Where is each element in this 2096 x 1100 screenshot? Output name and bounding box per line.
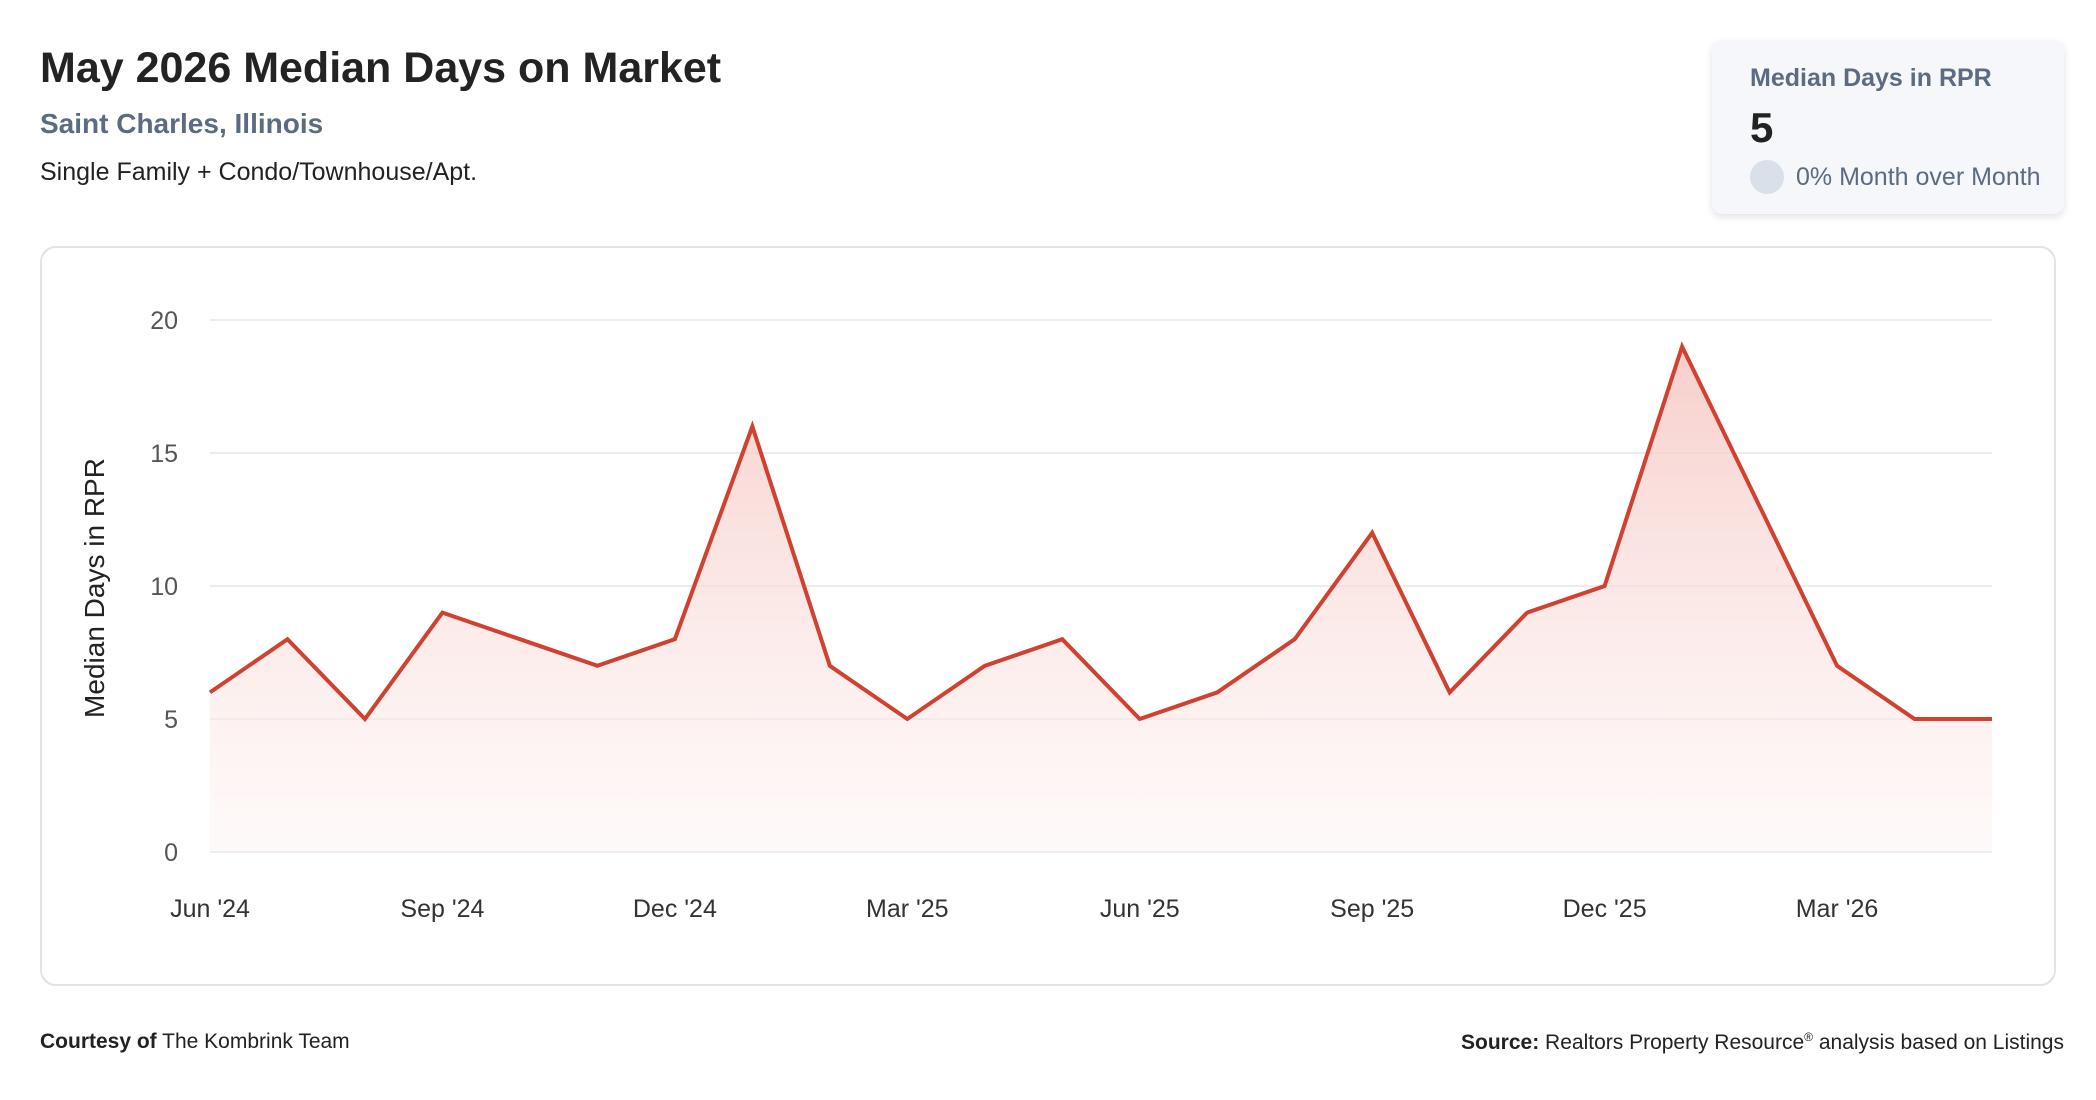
data-point — [1524, 610, 1530, 616]
data-point — [1757, 503, 1763, 509]
data-point — [1679, 344, 1685, 350]
source-text-tail: analysis based on Listings — [1813, 1031, 2064, 1054]
data-point — [1369, 530, 1375, 536]
data-point — [827, 663, 833, 669]
data-point — [439, 610, 445, 616]
page-title: May 2026 Median Days on Market — [40, 44, 722, 92]
change-text: 0% Month over Month — [1796, 162, 2041, 191]
data-point — [749, 423, 755, 429]
neutral-change-icon — [1750, 160, 1784, 194]
courtesy-name: The Kombrink Team — [162, 1030, 350, 1053]
data-point — [517, 636, 523, 642]
data-point — [284, 636, 290, 642]
y-tick-label: 15 — [150, 440, 178, 468]
x-tick-label: Dec '24 — [633, 895, 717, 923]
courtesy-label: Courtesy of — [40, 1030, 157, 1053]
data-point — [1059, 636, 1065, 642]
series-line — [208, 341, 1992, 723]
x-tick-label: Mar '25 — [866, 895, 949, 923]
courtesy-footer: Courtesy of The Kombrink Team — [40, 1030, 350, 1054]
data-point — [1214, 689, 1220, 695]
median-days-chart: 0 5 10 15 20 Jun '24 Sep '24 Dec '24 Mar '25 Jun… — [79, 307, 1995, 923]
data-point — [1292, 636, 1298, 642]
data-point — [1912, 716, 1918, 722]
location-subtitle: Saint Charles, Illinois — [40, 108, 324, 139]
x-tick-label: Dec '25 — [1563, 895, 1647, 923]
y-tick-label: 10 — [150, 573, 178, 601]
source-text: Realtors Property Resource — [1545, 1031, 1805, 1054]
data-point — [1834, 663, 1840, 669]
stat-change: 0% Month over Month — [1750, 160, 2041, 194]
data-point — [1447, 689, 1453, 695]
data-point — [594, 663, 600, 669]
x-tick-label: Sep '25 — [1330, 895, 1414, 923]
series-area — [210, 346, 1992, 852]
data-point — [1989, 716, 1995, 722]
stat-label: Median Days in RPR — [1750, 64, 1992, 92]
stat-value: 5 — [1750, 104, 1774, 151]
data-point — [207, 689, 213, 695]
y-tick-label: 20 — [150, 307, 178, 335]
registered-mark: ® — [1804, 1030, 1813, 1044]
data-point — [904, 716, 910, 722]
x-tick-label: Mar '26 — [1796, 895, 1879, 923]
property-types-label: Single Family + Condo/Townhouse/Apt. — [40, 158, 478, 186]
median-days-stat-card: Median Days in RPR 5 0% Month over Month — [1712, 40, 2064, 214]
y-axis-label: Median Days in RPR — [79, 458, 110, 718]
y-tick-label: 0 — [164, 839, 178, 867]
y-tick-label: 5 — [164, 706, 178, 734]
data-point — [1137, 716, 1143, 722]
data-point — [982, 663, 988, 669]
source-footer: Source: Realtors Property Resource® anal… — [1461, 1030, 2064, 1055]
source-label: Source: — [1461, 1031, 1540, 1054]
data-point — [1602, 583, 1608, 589]
x-tick-label: Jun '24 — [170, 895, 250, 923]
chart-container: 0 5 10 15 20 Jun '24 Sep '24 Dec '24 Mar '25 Jun… — [40, 246, 2056, 986]
data-point — [362, 716, 368, 722]
x-tick-label: Jun '25 — [1100, 895, 1180, 923]
x-tick-label: Sep '24 — [400, 895, 484, 923]
data-point — [672, 636, 678, 642]
